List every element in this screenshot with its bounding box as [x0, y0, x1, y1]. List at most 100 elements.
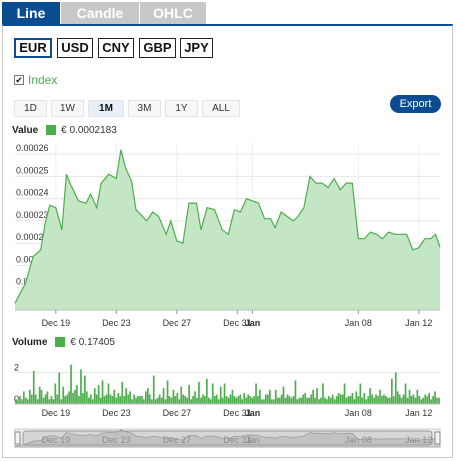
volume-bar [72, 393, 74, 404]
volume-bar [166, 380, 169, 404]
export-button[interactable]: Export [390, 95, 441, 113]
volume-bar [202, 394, 204, 404]
volume-bar [84, 375, 86, 404]
navigator-x-tick-label: Dec 19 [42, 435, 71, 445]
volume-bar [361, 397, 364, 404]
volume-x-tick-label: Jan [245, 408, 261, 418]
volume-bar [347, 396, 350, 404]
currency-eur-button[interactable]: EUR [14, 38, 52, 58]
volume-bar [76, 385, 78, 404]
value-legend: Value € 0.0002183 [12, 124, 117, 136]
volume-bar [101, 380, 104, 404]
volume-bar [170, 397, 173, 404]
volume-bar [377, 396, 379, 404]
volume-bar [40, 389, 43, 404]
volume-bar [143, 399, 145, 404]
volume-bar [255, 383, 257, 404]
currency-gbp-button[interactable]: GBP [139, 38, 176, 58]
volume-bar [131, 399, 133, 404]
volume-bar [367, 396, 370, 404]
volume-bar [359, 383, 362, 404]
volume-bar [139, 396, 141, 404]
volume-bar [119, 396, 122, 404]
volume-bar [280, 394, 283, 404]
volume-bar [331, 394, 334, 404]
volume-bar [251, 397, 253, 404]
value-x-tick-label: Jan 08 [345, 318, 372, 328]
volume-bar [259, 389, 261, 404]
volume-bar [434, 391, 436, 404]
navigator-x-tick-label: Jan 08 [345, 435, 372, 445]
range-all-button[interactable]: ALL [202, 100, 240, 117]
volume-bar [160, 397, 163, 404]
volume-bar [257, 396, 259, 404]
volume-bar [333, 399, 336, 404]
volume-bar [200, 397, 202, 404]
volume-bar [91, 399, 94, 404]
volume-bar [300, 397, 303, 404]
volume-bar [95, 394, 98, 404]
volume-bar [127, 394, 129, 404]
volume-bar [21, 399, 23, 404]
volume-bar [27, 399, 29, 404]
currency-usd-button[interactable]: USD [57, 38, 93, 58]
currency-jpy-button[interactable]: JPY [180, 38, 213, 58]
index-toggle[interactable]: ✔ Index [14, 73, 57, 87]
volume-bar [103, 396, 106, 404]
value-x-tick-label: Dec 23 [102, 318, 131, 328]
volume-bar [115, 397, 118, 404]
volume-bar [396, 391, 399, 404]
navigator-left-handle[interactable] [14, 431, 21, 445]
volume-bar [64, 396, 66, 404]
volume-bar [25, 397, 27, 404]
range-3m-button[interactable]: 3M [128, 100, 161, 117]
volume-bar [375, 394, 377, 404]
volume-bar [274, 389, 277, 404]
checkbox-checked-icon[interactable]: ✔ [14, 75, 24, 85]
volume-bar [150, 399, 153, 404]
volume-bar [164, 399, 167, 404]
volume-bar [133, 394, 135, 404]
volume-bar [381, 396, 383, 404]
volume-bar [125, 388, 127, 404]
navigator-right-handle[interactable] [434, 431, 441, 445]
volume-bar [237, 396, 240, 404]
volume-bar [322, 383, 324, 404]
volume-y-tick-label: 0 [14, 394, 19, 404]
volume-bar [50, 396, 53, 404]
volume-bar [213, 396, 216, 404]
volume-bar [418, 396, 421, 404]
volume-bar [152, 375, 155, 404]
volume-bar [371, 394, 373, 404]
tab-candle[interactable]: Candle [61, 2, 139, 24]
range-1y-button[interactable]: 1Y [165, 100, 198, 117]
volume-bar [306, 397, 309, 404]
volume-bar [270, 399, 273, 404]
volume-bar [178, 399, 181, 404]
tab-ohlc[interactable]: OHLC [140, 2, 206, 24]
volume-bar [46, 391, 49, 404]
volume-bar [324, 397, 326, 404]
chart-type-tabs: Line Candle OHLC [0, 0, 456, 24]
range-1d-button[interactable]: 1D [14, 100, 47, 117]
volume-bar [168, 396, 171, 404]
volume-bar [229, 394, 232, 404]
volume-bar [282, 386, 285, 404]
navigator-scrollbar-thumb[interactable] [22, 430, 433, 446]
range-1m-button[interactable]: 1M [88, 100, 124, 117]
currency-cny-button[interactable]: CNY [98, 38, 134, 58]
volume-bar [188, 385, 190, 404]
volume-bar [308, 397, 310, 404]
volume-bar [154, 399, 157, 404]
volume-bar [406, 397, 409, 404]
navigator-x-tick-label: Jan 12 [405, 435, 432, 445]
range-1w-button[interactable]: 1W [51, 100, 84, 117]
volume-bar [302, 394, 305, 404]
volume-bar [389, 397, 391, 404]
tab-line[interactable]: Line [2, 2, 60, 24]
volume-bar [219, 386, 222, 404]
volume-bar [318, 399, 320, 404]
volume-bar [422, 397, 425, 404]
volume-bar [231, 389, 234, 404]
volume-bar [239, 394, 242, 404]
